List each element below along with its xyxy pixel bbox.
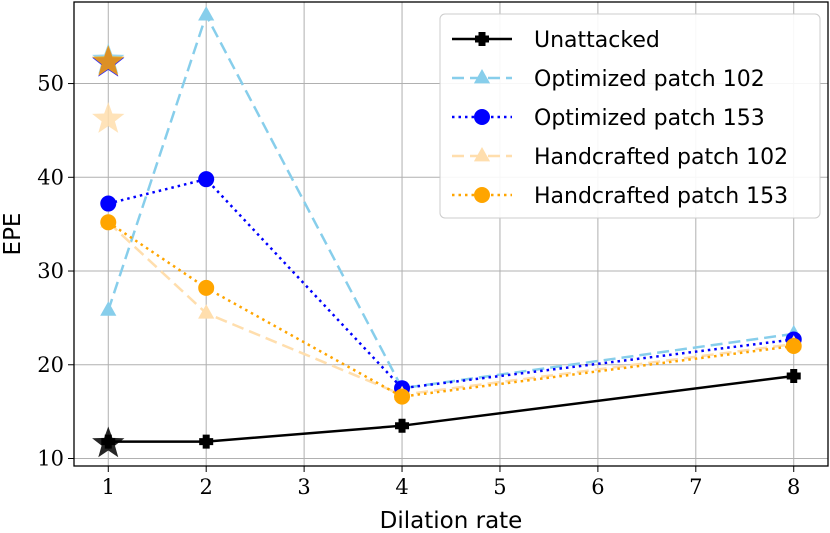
data-point (395, 418, 410, 433)
x-tick-label: 7 (689, 475, 702, 499)
legend-marker (474, 109, 490, 125)
x-axis-label: Dilation rate (380, 508, 523, 533)
legend-label: Handcrafted patch 102 (534, 145, 788, 170)
legend-label: Optimized patch 153 (534, 106, 765, 131)
legend-marker (473, 69, 491, 84)
data-point (100, 195, 117, 212)
legend-item: Optimized patch 153 (452, 106, 765, 131)
series-handcrafted-patch-153 (100, 214, 802, 405)
legend-box (439, 13, 821, 219)
star-marker (92, 102, 125, 133)
data-point (198, 304, 215, 319)
data-point (100, 301, 117, 316)
series-handcrafted-patch-102 (100, 213, 802, 401)
data-point (199, 434, 214, 449)
data-point (198, 6, 215, 21)
plot-frame (73, 1, 829, 467)
legend-item: Handcrafted patch 153 (452, 184, 788, 209)
legend-marker (473, 147, 491, 162)
x-tick-label: 8 (787, 475, 800, 499)
axis-ticks: 1 2 3 4 5 6 7 8 10 20 30 40 50 (37, 72, 800, 499)
x-tick-label: 4 (395, 475, 408, 499)
star-marker (92, 44, 125, 76)
x-tick-label: 1 (102, 475, 115, 499)
legend-marker (474, 187, 490, 203)
x-tick-label: 6 (591, 475, 604, 499)
x-tick-label: 5 (493, 475, 506, 499)
series-layer (100, 6, 802, 449)
y-tick-label: 20 (37, 353, 64, 377)
data-point (786, 369, 801, 384)
legend-item: Handcrafted patch 102 (452, 145, 788, 170)
y-tick-label: 50 (37, 72, 64, 96)
series-line (107, 221, 794, 397)
legend-item: Unattacked (452, 28, 660, 53)
series-line (108, 374, 794, 443)
y-tick-label: 40 (37, 165, 64, 189)
star-marker (92, 426, 125, 458)
y-tick-label: 30 (37, 259, 64, 283)
legend-label: Unattacked (534, 28, 660, 53)
x-tick-label: 3 (297, 475, 310, 499)
data-point (394, 388, 411, 405)
series-line (107, 11, 794, 390)
y-axis-label: EPE (0, 213, 26, 256)
data-point (785, 338, 802, 355)
legend-label: Optimized patch 102 (534, 67, 765, 92)
x-tick-label: 2 (200, 475, 213, 499)
legend-label: Handcrafted patch 153 (534, 184, 788, 209)
legend-item: Optimized patch 102 (452, 67, 765, 92)
data-point (198, 279, 215, 296)
data-point (100, 214, 117, 231)
star-markers (92, 43, 125, 458)
y-tick-label: 10 (37, 447, 64, 471)
legend: Unattacked Optimized patch 102 Optimized p… (439, 13, 821, 219)
series-line (107, 221, 794, 398)
legend-marker (475, 32, 489, 46)
data-point (198, 171, 215, 188)
